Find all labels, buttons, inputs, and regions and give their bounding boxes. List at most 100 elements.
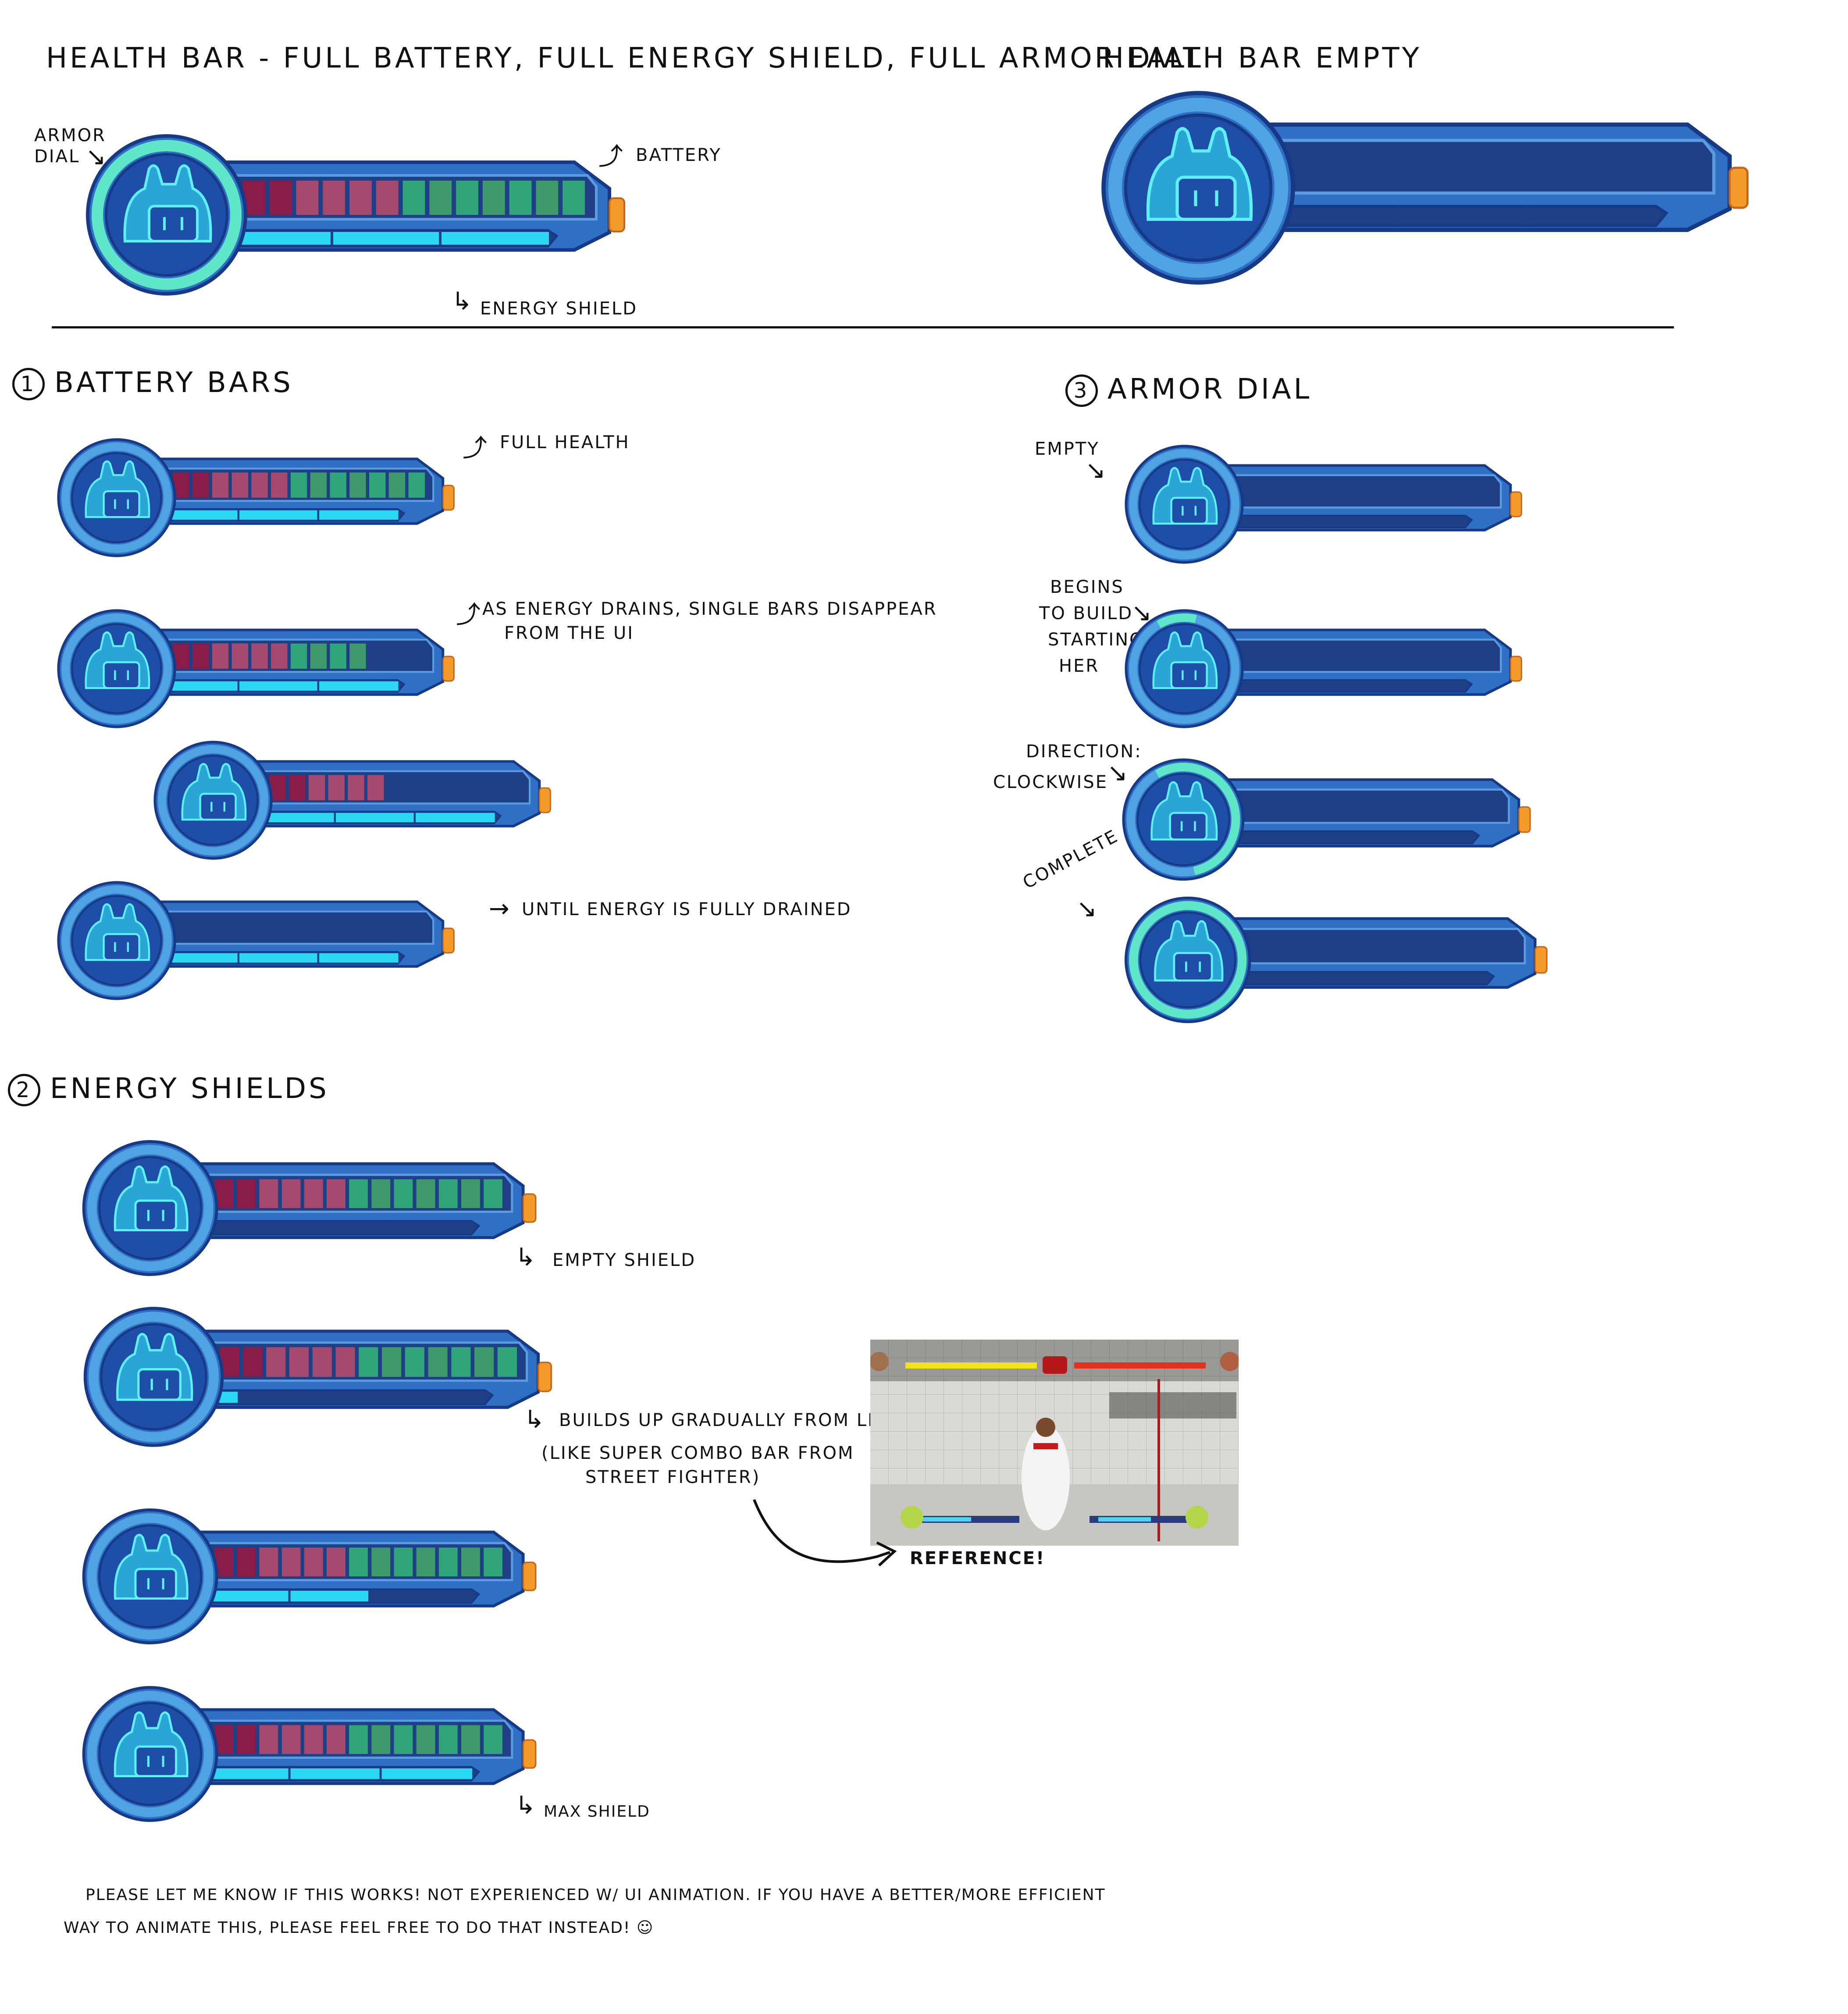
health-bar (86, 134, 625, 296)
battery-cell (349, 472, 366, 498)
battery-cap (522, 1561, 537, 1591)
heading-empty: Health Bar Empty (1103, 42, 1422, 75)
arrow-icon: ↘ (1107, 759, 1128, 787)
battery-cell (497, 1347, 517, 1377)
shield-track (1225, 514, 1473, 528)
shield-track (1232, 971, 1495, 986)
note-empty-shield: Empty shield (552, 1250, 696, 1270)
battery-cell (237, 1547, 256, 1576)
shield-fill (199, 1768, 472, 1779)
robot-head-icon (1154, 920, 1224, 982)
battery-cell (251, 472, 268, 498)
robot-visor (1170, 661, 1208, 689)
arrow-icon: ↳ (524, 1405, 545, 1434)
health-bar (82, 1508, 537, 1644)
note-begins-4: her (1059, 656, 1100, 676)
section-divider (52, 326, 1674, 328)
battery-cell (281, 1725, 301, 1754)
battery-cell (289, 775, 306, 800)
battery-cell (456, 181, 478, 215)
battery-cell (416, 1725, 435, 1754)
battery-cell (243, 1347, 263, 1377)
battery-cell (371, 1725, 391, 1754)
robot-visor (134, 1199, 178, 1232)
battery-cell (461, 1725, 480, 1754)
battery-cell (388, 472, 406, 498)
battery-cell (563, 181, 585, 215)
section-title-shields: 2 Energy Shields (8, 1072, 329, 1107)
note-reference: Reference! (910, 1548, 1046, 1568)
robot-visor (199, 793, 237, 821)
callout-energy-shield: Energy Shield (480, 299, 638, 319)
armor-fill (91, 140, 242, 290)
battery-cell (259, 1547, 278, 1576)
battery-cell (371, 1179, 391, 1208)
battery-panel (1275, 139, 1716, 195)
battery-cell (308, 775, 325, 800)
health-bar (82, 1686, 537, 1822)
note-drain-2: from the UI (504, 623, 634, 643)
battery-cell (231, 643, 249, 669)
note-empty: Empty (1035, 439, 1100, 459)
robot-head-icon (114, 1165, 189, 1232)
battery-cell (394, 1547, 413, 1576)
note-drain-1: As energy drains, single bars disappear (482, 599, 937, 619)
note-full-health: Full Health (500, 432, 630, 453)
battery-cell (382, 1347, 402, 1377)
battery-cell (394, 1725, 413, 1754)
battery-cell (484, 1179, 502, 1208)
robot-visor (1173, 952, 1213, 982)
note-max-shield: Max shield (544, 1803, 650, 1821)
battery-cap (442, 927, 455, 954)
note-clockwise: Clockwise (993, 772, 1108, 792)
robot-visor (103, 661, 140, 689)
health-bar (57, 881, 455, 1000)
battery-cell (461, 1179, 480, 1208)
robot-head-icon (114, 1711, 189, 1778)
battery-cell (369, 472, 386, 498)
section-label: Energy Shields (50, 1073, 329, 1105)
battery-cell (304, 1547, 323, 1576)
armor-track (87, 1145, 214, 1271)
armor-track (1108, 98, 1289, 278)
robot-head-icon (114, 1533, 189, 1600)
battery-cell (405, 1347, 424, 1377)
battery-cell (482, 181, 505, 215)
note-begins-1: Begins (1050, 577, 1124, 597)
robot-head-icon (1152, 631, 1218, 689)
battery-cell (438, 1547, 458, 1576)
section-label: Battery Bars (54, 367, 293, 399)
battery-cap (1728, 167, 1749, 209)
battery-cap (442, 485, 455, 511)
battery-cap (442, 656, 455, 682)
battery-cap (609, 197, 625, 232)
reference-arrow (753, 1499, 897, 1567)
arrow-icon: ↘ (1085, 456, 1106, 485)
shield-fill (224, 232, 549, 245)
armor-track (87, 1691, 214, 1817)
shield-fill (199, 1590, 369, 1602)
robot-head-icon (1150, 781, 1218, 841)
arrow-icon: ↳ (452, 287, 472, 316)
robot-visor (1169, 812, 1208, 841)
battery-cell (304, 1179, 323, 1208)
battery-cell (296, 181, 319, 215)
section-title-battery: 1 Battery Bars (12, 366, 293, 401)
battery-cell (408, 472, 425, 498)
section-number: 3 (1065, 374, 1098, 407)
battery-cell (461, 1547, 480, 1576)
robot-head-icon (181, 763, 247, 821)
robot-visor (1170, 497, 1208, 525)
robot-head-icon (1146, 127, 1253, 221)
battery-cell (349, 1179, 368, 1208)
battery-cell (474, 1347, 494, 1377)
battery-cell (281, 1547, 301, 1576)
battery-cell (359, 1347, 378, 1377)
battery-cap (1534, 946, 1548, 974)
battery-cell (289, 1347, 309, 1377)
armor-track (87, 1513, 214, 1640)
battery-cap (522, 1739, 537, 1769)
armor-track (61, 885, 172, 996)
arrow-icon: ↘ (1131, 599, 1152, 627)
shield-track (1225, 679, 1473, 693)
